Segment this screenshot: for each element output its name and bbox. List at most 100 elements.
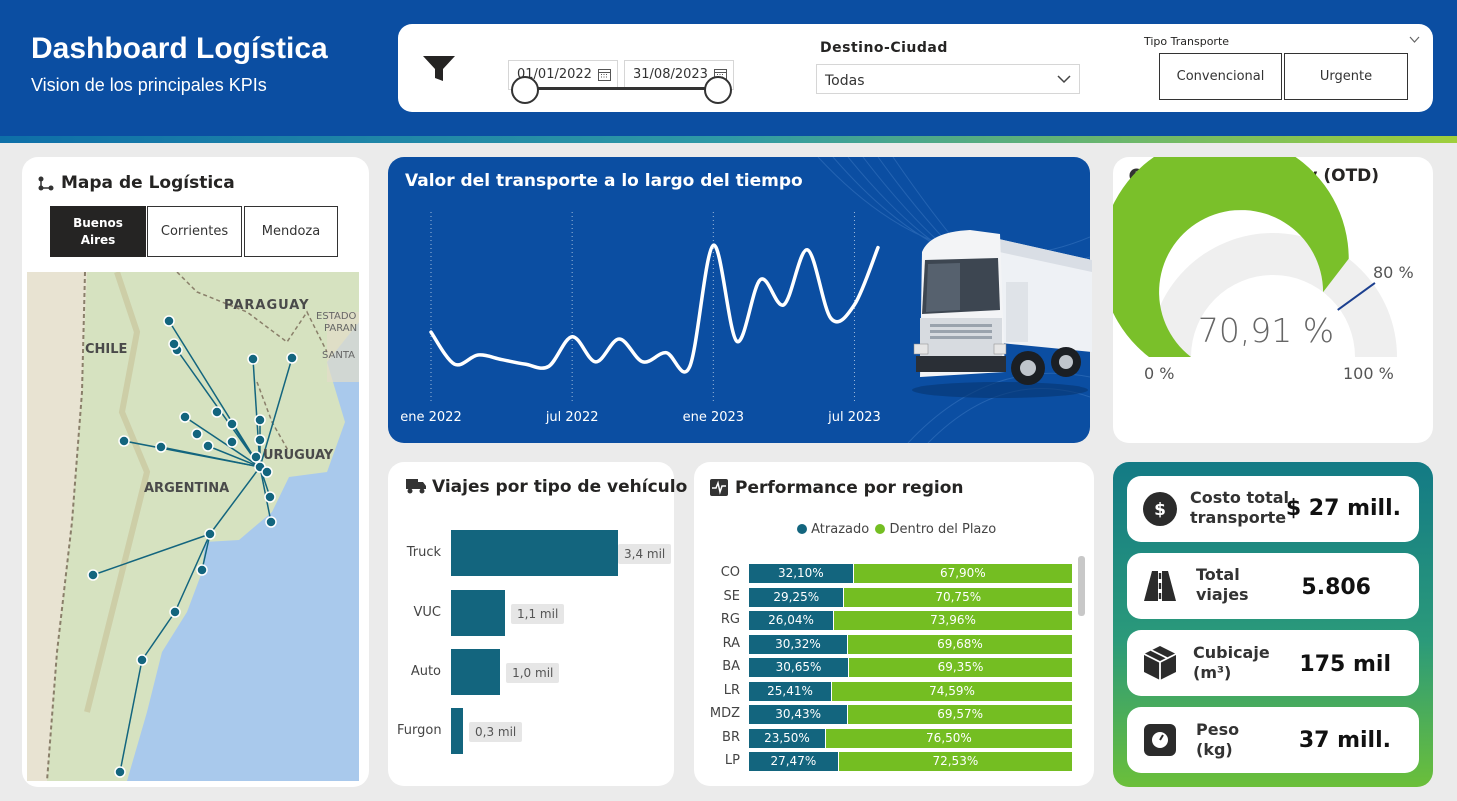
- transport-chart-title: Valor del transporte a lo largo del tiem…: [405, 171, 803, 191]
- vehicles-title: Viajes por tipo de vehículo: [432, 477, 688, 497]
- kpi-cubicaje-value: 175 mil: [1299, 652, 1391, 677]
- x-tick-label: jul 2023: [827, 410, 881, 425]
- region-label: CO: [720, 565, 740, 580]
- map-label-uruguay: URUGUAY: [263, 448, 334, 463]
- kpi-peso: Peso (kg) 37 mill.: [1127, 707, 1419, 773]
- x-tick-label: jul 2022: [545, 410, 599, 425]
- vehicle-value-label: 1,0 mil: [506, 663, 560, 683]
- vehicle-bar[interactable]: [451, 708, 463, 754]
- kpi-costo-label: Costo total transporte: [1190, 488, 1290, 527]
- date-slider-track[interactable]: [525, 87, 721, 90]
- header-accent-line: [0, 136, 1457, 143]
- region-bar-dentro[interactable]: 73,96%: [834, 611, 1072, 630]
- gauge-value-arc: [1113, 157, 1349, 357]
- vehicle-bar[interactable]: [451, 590, 506, 636]
- destino-dropdown[interactable]: Todas: [816, 64, 1080, 94]
- x-tick-label: ene 2022: [400, 410, 461, 425]
- region-bar-dentro[interactable]: 74,59%: [832, 681, 1072, 701]
- region-row[interactable]: RA 30,32% 69,68%: [706, 634, 1072, 654]
- transport-value-line[interactable]: [429, 243, 880, 374]
- legend-atrazado: Atrazado: [811, 522, 870, 537]
- region-bar-dentro[interactable]: 69,57%: [848, 705, 1072, 724]
- region-row[interactable]: RG 26,04% 73,96%: [706, 611, 1072, 630]
- date-slider-end-handle[interactable]: [704, 76, 732, 104]
- otd-max-label: 100 %: [1343, 364, 1394, 383]
- otd-gauge: [1113, 157, 1397, 357]
- logistics-map[interactable]: PARAGUAY ESTADO PARAN SANTA CHILE URUGUA…: [27, 272, 359, 781]
- region-bar-atrazado[interactable]: 27,47%: [749, 752, 838, 771]
- date-from-value: 01/01/2022: [517, 67, 592, 82]
- date-slider-start-handle[interactable]: [511, 76, 539, 104]
- region-bar-atrazado[interactable]: 30,32%: [749, 634, 847, 654]
- region-label: LP: [724, 753, 740, 768]
- region-row[interactable]: BR 23,50% 76,50%: [706, 728, 1072, 748]
- kpi-cubicaje: Cubicaje (m³) 175 mil: [1127, 630, 1419, 696]
- tipo-convencional-button[interactable]: Convencional: [1159, 53, 1282, 100]
- map-card-title: Mapa de Logística: [61, 173, 235, 193]
- map-label-chile: CHILE: [85, 342, 127, 357]
- gauge-target-marker: [1337, 282, 1376, 311]
- page-title: Dashboard Logística: [31, 32, 328, 65]
- map-label-santa: SANTA: [322, 350, 355, 361]
- region-label: SE: [723, 588, 740, 604]
- map-button-mendoza[interactable]: Mendoza: [244, 206, 338, 257]
- map-label-argentina: ARGENTINA: [144, 481, 229, 496]
- map-network-icon: [38, 176, 54, 191]
- map-label-estado: ESTADO: [316, 311, 357, 322]
- region-bar-atrazado[interactable]: 25,41%: [749, 681, 832, 701]
- tipo-urgente-button[interactable]: Urgente: [1284, 53, 1408, 100]
- map-points[interactable]: [87, 315, 298, 778]
- filter-bar: 01/01/2022 31/08/2023 Destino-Ciudad Tod…: [398, 24, 1433, 112]
- region-bar-atrazado[interactable]: 23,50%: [749, 728, 825, 748]
- region-bar-dentro[interactable]: 76,50%: [825, 728, 1072, 748]
- tipo-transporte-label: Tipo Transporte: [1144, 35, 1230, 48]
- vehicles-card: [388, 462, 674, 786]
- kpi-costo-value: $ 27 mill.: [1285, 496, 1401, 521]
- vehicle-label: Auto: [410, 664, 441, 679]
- dollar-icon: $: [1143, 492, 1177, 526]
- region-label: BR: [722, 729, 740, 745]
- region-scrollbar[interactable]: [1078, 556, 1085, 616]
- region-row[interactable]: LR 25,41% 74,59%: [706, 681, 1072, 701]
- vehicle-bar[interactable]: [451, 530, 618, 576]
- region-bar-dentro[interactable]: 67,90%: [853, 564, 1072, 583]
- legend-dot-atrazado: [797, 524, 807, 534]
- truck-illustration: [912, 230, 1092, 398]
- date-to-value: 31/08/2023: [633, 67, 708, 82]
- weight-icon: [1144, 724, 1176, 756]
- region-bar-atrazado[interactable]: 30,65%: [749, 658, 848, 677]
- region-row[interactable]: SE 29,25% 70,75%: [706, 587, 1072, 607]
- destino-selected-value: Todas: [825, 73, 865, 89]
- region-row[interactable]: BA 30,65% 69,35%: [706, 658, 1072, 677]
- page-subtitle: Vision de los principales KPIs: [31, 75, 267, 95]
- region-label: RG: [720, 612, 740, 627]
- otd-value: 70,91 %: [1197, 311, 1335, 350]
- region-bar-atrazado[interactable]: 26,04%: [749, 611, 834, 630]
- region-row[interactable]: LP 27,47% 72,53%: [706, 752, 1072, 771]
- region-bar-atrazado[interactable]: 32,10%: [749, 564, 853, 583]
- kpi-viajes-label: Total viajes: [1196, 565, 1249, 604]
- kpi-peso-label: Peso (kg): [1196, 720, 1240, 759]
- region-bar-atrazado[interactable]: 30,43%: [749, 705, 848, 724]
- region-bar-dentro[interactable]: 69,35%: [848, 658, 1072, 677]
- calendar-icon: [598, 69, 611, 81]
- region-bar-dentro[interactable]: 69,68%: [847, 634, 1072, 654]
- region-row[interactable]: MDZ 30,43% 69,57%: [706, 705, 1072, 724]
- svg-text:$: $: [1154, 500, 1166, 520]
- region-bar-dentro[interactable]: 70,75%: [844, 587, 1072, 607]
- map-button-buenos-aires[interactable]: Buenos Aires: [50, 206, 146, 257]
- vehicle-value-label: 3,4 mil: [618, 544, 672, 564]
- kpi-peso-value: 37 mill.: [1298, 728, 1391, 753]
- vehicle-bar[interactable]: [451, 649, 501, 695]
- kpi-costo-total: $ Costo total transporte $ 27 mill.: [1127, 476, 1419, 542]
- region-bar-atrazado[interactable]: 29,25%: [749, 587, 844, 607]
- transport-line-chart[interactable]: ene 2022 jul 2022 ene 2023 jul 2023: [388, 157, 1090, 443]
- map-button-label: Buenos Aires: [73, 215, 123, 247]
- vehicle-value-label: 1,1 mil: [511, 604, 565, 624]
- region-bar-dentro[interactable]: 72,53%: [838, 752, 1072, 771]
- otd-target-label: 80 %: [1373, 263, 1414, 282]
- region-label: LR: [723, 682, 740, 698]
- chevron-down-icon[interactable]: [1409, 36, 1420, 43]
- map-button-corrientes[interactable]: Corrientes: [147, 206, 242, 257]
- region-row[interactable]: CO 32,10% 67,90%: [706, 564, 1072, 583]
